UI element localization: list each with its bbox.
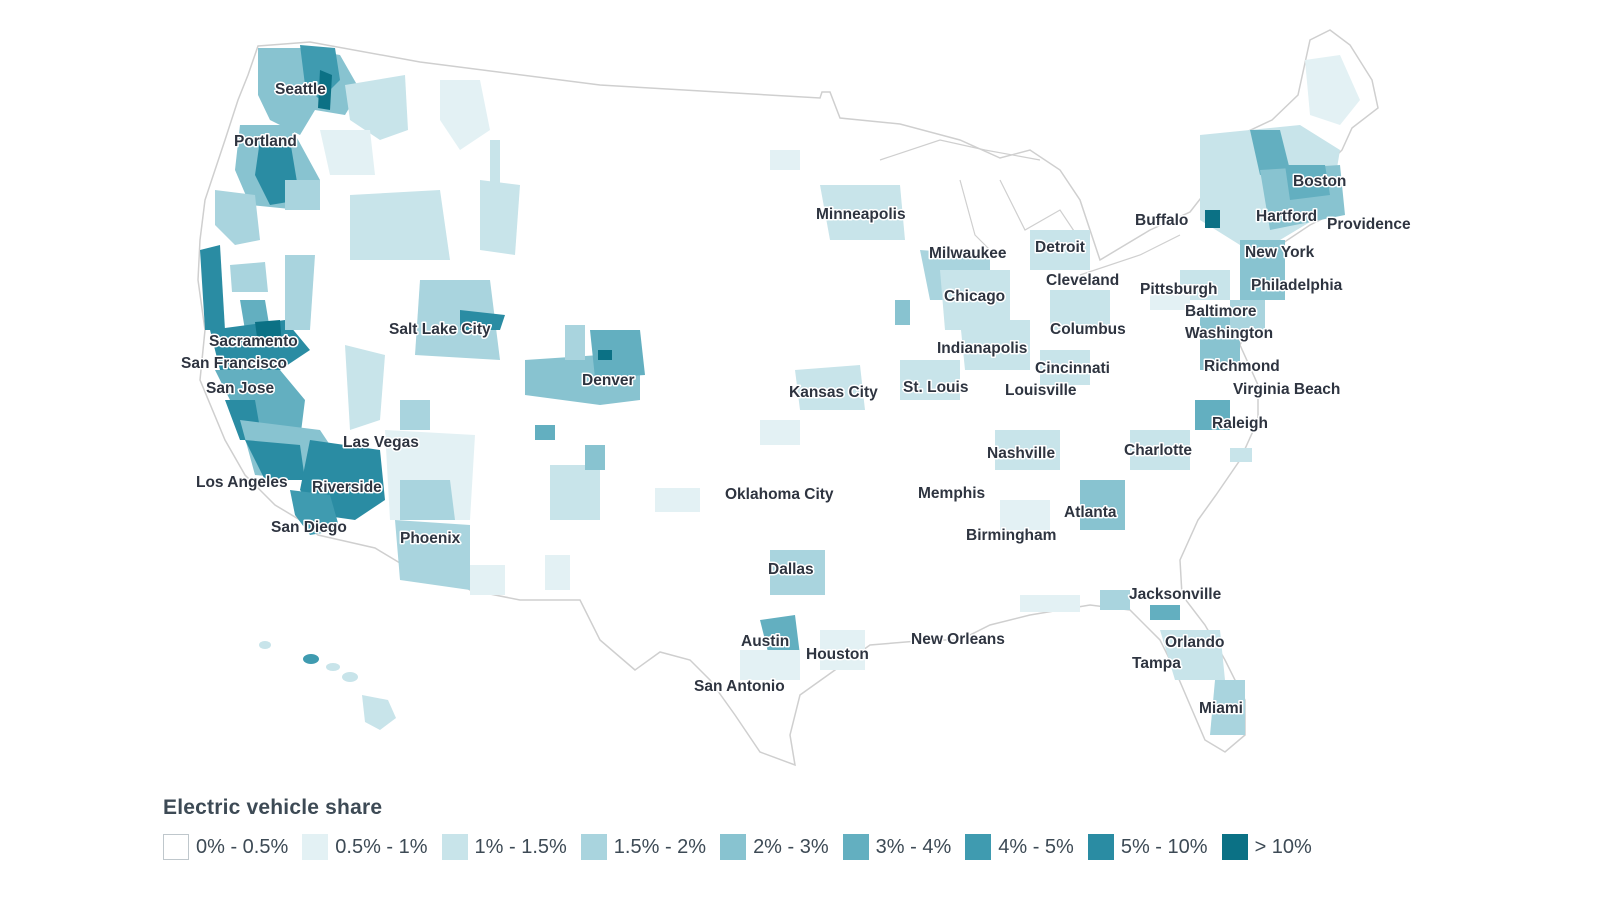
city-label: Austin: [741, 633, 789, 650]
city-label: Milwaukee: [929, 245, 1007, 262]
city-label: Richmond: [1204, 358, 1280, 375]
legend-item: 0% - 0.5%: [163, 834, 288, 860]
legend-swatch: [965, 834, 992, 860]
city-label: Memphis: [918, 485, 985, 502]
city-label: San Diego: [271, 519, 347, 536]
legend-label: 5% - 10%: [1120, 835, 1208, 858]
city-label: Seattle: [275, 81, 326, 98]
legend-label: 1.5% - 2%: [613, 835, 707, 858]
legend-item: 3% - 4%: [842, 834, 952, 860]
city-label: Phoenix: [400, 530, 461, 547]
legend-swatch: [163, 834, 189, 860]
city-label: St. Louis: [903, 379, 968, 396]
city-label: Nashville: [987, 445, 1055, 462]
city-label: Riverside: [312, 479, 382, 496]
city-label: Columbus: [1050, 321, 1126, 338]
legend-swatch: [580, 834, 607, 860]
city-label: Buffalo: [1135, 212, 1188, 229]
city-label: Detroit: [1035, 239, 1085, 256]
legend-label: 0.5% - 1%: [335, 835, 428, 858]
legend-swatch: [302, 834, 329, 860]
city-label: Birmingham: [966, 527, 1056, 544]
city-label: New York: [1245, 244, 1315, 261]
city-label: Atlanta: [1064, 504, 1117, 521]
city-label: Chicago: [944, 288, 1005, 305]
city-label: Boston: [1293, 173, 1346, 190]
city-labels: Seattle Portland Sacramento San Francisc…: [180, 80, 1413, 719]
city-label: Houston: [806, 646, 869, 663]
legend-item: > 10%: [1221, 834, 1312, 860]
legend-swatch: [720, 834, 747, 860]
legend-swatch: [441, 834, 468, 860]
city-label: Portland: [234, 133, 297, 150]
city-label: Los Angeles: [196, 474, 288, 491]
city-label: Raleigh: [1212, 415, 1268, 432]
legend-label: 4% - 5%: [998, 835, 1074, 858]
city-label: Minneapolis: [816, 206, 906, 223]
city-label: Baltimore: [1185, 303, 1257, 320]
city-label: Las Vegas: [343, 434, 419, 451]
legend-item: 2% - 3%: [720, 834, 829, 860]
legend-swatch: [842, 834, 869, 860]
legend-label: 3% - 4%: [875, 835, 952, 858]
legend-item: 5% - 10%: [1087, 834, 1208, 860]
city-label: Salt Lake City: [389, 321, 491, 338]
city-label: Sacramento: [209, 333, 298, 350]
legend-label: 0% - 0.5%: [196, 835, 289, 858]
legend: 0% - 0.5% 0.5% - 1% 1% - 1.5% 1.5% - 2% 2% -…: [163, 834, 1326, 860]
legend-title: Electric vehicle share: [163, 796, 383, 819]
city-label: Dallas: [768, 561, 814, 578]
legend-swatch: [1221, 834, 1248, 860]
city-label: San Francisco: [181, 355, 287, 372]
city-label: Indianapolis: [937, 340, 1027, 357]
legend-label: 2% - 3%: [753, 835, 829, 858]
city-label: Orlando: [1165, 634, 1224, 651]
great-lakes-outline: [879, 139, 1181, 276]
city-label: Denver: [582, 372, 635, 389]
ev-share-regions: [200, 45, 1360, 735]
city-label: Louisville: [1005, 382, 1077, 399]
city-label: Jacksonville: [1129, 586, 1222, 603]
city-label: San Jose: [206, 380, 274, 397]
city-label: New Orleans: [911, 631, 1005, 648]
legend-item: 1% - 1.5%: [441, 834, 567, 860]
city-label: Cincinnati: [1035, 360, 1110, 377]
city-label: Miami: [1199, 700, 1243, 717]
city-label: Philadelphia: [1251, 277, 1343, 294]
city-label: Tampa: [1132, 655, 1181, 672]
legend-label: 1% - 1.5%: [474, 835, 567, 858]
city-label: Kansas City: [789, 384, 878, 401]
city-label: Hartford: [1256, 208, 1317, 225]
city-label: San Antonio: [694, 678, 785, 695]
legend-label: > 10%: [1254, 835, 1312, 858]
hawaii: [259, 641, 396, 730]
city-label: Pittsburgh: [1140, 281, 1218, 298]
city-label: Oklahoma City: [725, 486, 834, 503]
city-label: Cleveland: [1046, 272, 1119, 289]
legend-swatch: [1087, 834, 1114, 860]
legend-item: 1.5% - 2%: [580, 834, 707, 860]
legend-item: 4% - 5%: [965, 834, 1074, 860]
city-label: Providence: [1327, 216, 1411, 233]
city-label: Virginia Beach: [1233, 381, 1340, 398]
city-label: Charlotte: [1124, 442, 1192, 459]
legend-item: 0.5% - 1%: [302, 834, 428, 860]
city-label: Washington: [1185, 325, 1273, 342]
